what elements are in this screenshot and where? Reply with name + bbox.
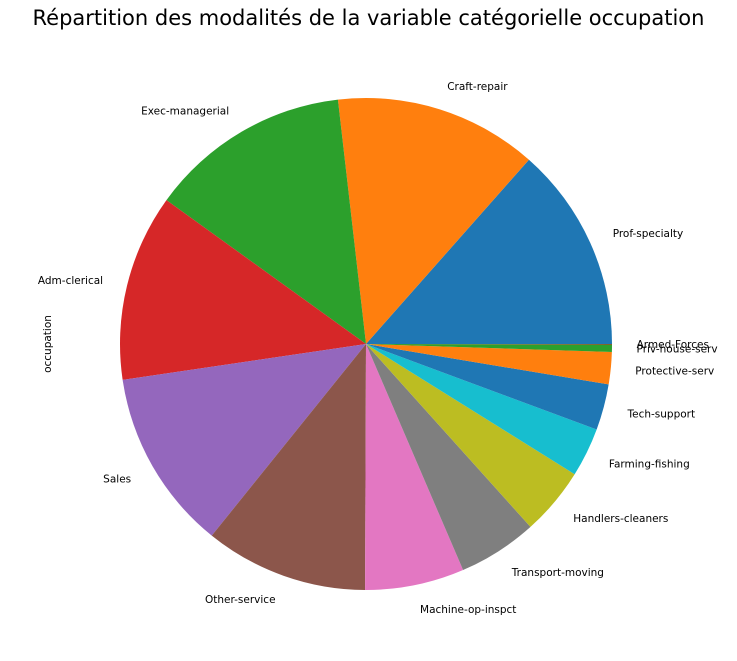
chart-title: Répartition des modalités de la variable… xyxy=(32,6,705,30)
slice-label-adm-clerical: Adm-clerical xyxy=(38,275,103,287)
slice-label-other-service: Other-service xyxy=(205,594,276,606)
pie-slices xyxy=(119,98,612,590)
pie-slice-exec-managerial xyxy=(166,99,366,344)
slice-label-sales: Sales xyxy=(103,473,131,485)
pie-slice-adm-clerical xyxy=(119,200,366,380)
pie-slice-protective-serv xyxy=(366,344,612,385)
slice-label-armed-forces: Armed-Forces xyxy=(637,339,709,351)
pie-slice-handlers-cleaners xyxy=(366,344,575,527)
pie-slice-machine-op-inspct xyxy=(365,344,464,590)
pie-slice-prof-specialty xyxy=(366,159,612,344)
pie-slice-farming-fishing xyxy=(366,344,597,475)
slice-label-prof-specialty: Prof-specialty xyxy=(613,228,684,240)
slice-label-farming-fishing: Farming-fishing xyxy=(609,458,690,470)
pie-slice-sales xyxy=(122,344,366,536)
slice-label-protective-serv: Protective-serv xyxy=(635,366,714,378)
slice-label-tech-support: Tech-support xyxy=(627,409,696,421)
slice-label-craft-repair: Craft-repair xyxy=(447,81,508,93)
pie-slice-tech-support xyxy=(366,344,609,430)
slice-label-exec-managerial: Exec-managerial xyxy=(141,106,229,118)
slice-label-priv-house-serv: Priv-house-serv xyxy=(637,344,718,356)
slice-label-transport-moving: Transport-moving xyxy=(511,567,604,579)
pie-labels: Prof-specialty Craft-repair Exec-manageria… xyxy=(38,81,718,616)
y-axis-label: occupation xyxy=(42,315,54,373)
slice-label-handlers-cleaners: Handlers-cleaners xyxy=(573,513,668,525)
pie-slice-transport-moving xyxy=(366,344,531,571)
slice-label-machine-op-inspct: Machine-op-inspct xyxy=(420,604,516,616)
pie-slice-priv-house-serv xyxy=(366,344,612,352)
pie-slice-craft-repair xyxy=(337,98,529,344)
pie-slice-other-service xyxy=(211,344,366,590)
